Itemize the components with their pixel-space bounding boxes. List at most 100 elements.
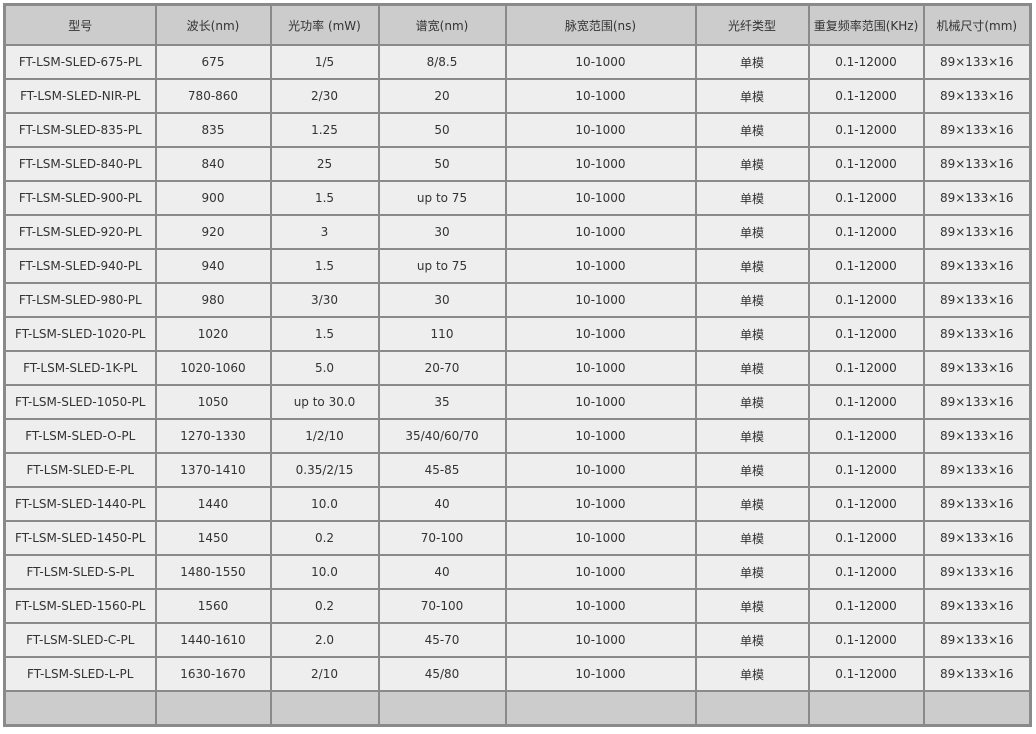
cell-model: FT-LSM-SLED-835-PL: [3, 112, 157, 148]
cell-rep-rate: 0.1-12000: [807, 78, 925, 114]
table-row: FT-LSM-SLED-1020-PL 1020 1.5 110 10-1000 单模 0.…: [3, 316, 1032, 352]
cell-rep-rate: 0.1-12000: [807, 316, 925, 352]
table-row: FT-LSM-SLED-940-PL 940 1.5 up to 75 10-1000 单…: [3, 248, 1032, 284]
cell-dimensions: 89×133×16: [922, 554, 1032, 590]
cell-rep-rate: 0.1-12000: [807, 554, 925, 590]
cell-spectral-width: 40: [377, 486, 507, 522]
cell-pulse-width: 10-1000: [504, 656, 697, 692]
header-model: 型号: [3, 3, 157, 46]
cell-fiber-type: 单模: [694, 384, 810, 420]
header-wavelength: 波长(nm): [154, 3, 272, 46]
cell-wavelength: 920: [154, 214, 272, 250]
cell-power: 25: [269, 146, 380, 182]
cell-wavelength: 940: [154, 248, 272, 284]
cell-wavelength: 1480-1550: [154, 554, 272, 590]
cell-pulse-width: 10-1000: [504, 112, 697, 148]
cell-wavelength: 835: [154, 112, 272, 148]
cell-fiber-type: 单模: [694, 452, 810, 488]
cell-power: 0.2: [269, 588, 380, 624]
cell-dimensions: 89×133×16: [922, 350, 1032, 386]
cell-empty: [3, 690, 157, 727]
cell-spectral-width: 110: [377, 316, 507, 352]
cell-pulse-width: 10-1000: [504, 452, 697, 488]
cell-dimensions: 89×133×16: [922, 520, 1032, 556]
cell-rep-rate: 0.1-12000: [807, 248, 925, 284]
cell-power: 5.0: [269, 350, 380, 386]
cell-wavelength: 1440: [154, 486, 272, 522]
cell-pulse-width: 10-1000: [504, 622, 697, 658]
header-fiber-type: 光纤类型: [694, 3, 810, 46]
cell-dimensions: 89×133×16: [922, 588, 1032, 624]
cell-spectral-width: 8/8.5: [377, 44, 507, 80]
table-row: FT-LSM-SLED-NIR-PL 780-860 2/30 20 10-1000 单模…: [3, 78, 1032, 114]
cell-spectral-width: 30: [377, 214, 507, 250]
cell-dimensions: 89×133×16: [922, 112, 1032, 148]
cell-power: 2.0: [269, 622, 380, 658]
cell-power: 1/5: [269, 44, 380, 80]
cell-rep-rate: 0.1-12000: [807, 384, 925, 420]
cell-spectral-width: 70-100: [377, 588, 507, 624]
cell-empty: [154, 690, 272, 727]
cell-rep-rate: 0.1-12000: [807, 44, 925, 80]
cell-dimensions: 89×133×16: [922, 44, 1032, 80]
cell-wavelength: 675: [154, 44, 272, 80]
cell-dimensions: 89×133×16: [922, 316, 1032, 352]
cell-model: FT-LSM-SLED-E-PL: [3, 452, 157, 488]
cell-rep-rate: 0.1-12000: [807, 622, 925, 658]
cell-fiber-type: 单模: [694, 146, 810, 182]
cell-model: FT-LSM-SLED-L-PL: [3, 656, 157, 692]
table-row: FT-LSM-SLED-1450-PL 1450 0.2 70-100 10-1000 单…: [3, 520, 1032, 556]
cell-fiber-type: 单模: [694, 656, 810, 692]
cell-pulse-width: 10-1000: [504, 418, 697, 454]
cell-wavelength: 1560: [154, 588, 272, 624]
cell-pulse-width: 10-1000: [504, 520, 697, 556]
cell-model: FT-LSM-SLED-1K-PL: [3, 350, 157, 386]
cell-fiber-type: 单模: [694, 44, 810, 80]
cell-dimensions: 89×133×16: [922, 180, 1032, 216]
cell-wavelength: 780-860: [154, 78, 272, 114]
cell-pulse-width: 10-1000: [504, 180, 697, 216]
cell-dimensions: 89×133×16: [922, 452, 1032, 488]
cell-dimensions: 89×133×16: [922, 384, 1032, 420]
table-row: FT-LSM-SLED-675-PL 675 1/5 8/8.5 10-1000 单模 0.…: [3, 44, 1032, 80]
cell-dimensions: 89×133×16: [922, 214, 1032, 250]
cell-pulse-width: 10-1000: [504, 486, 697, 522]
cell-power: 3: [269, 214, 380, 250]
cell-fiber-type: 单模: [694, 78, 810, 114]
table-row: FT-LSM-SLED-900-PL 900 1.5 up to 75 10-1000 单…: [3, 180, 1032, 216]
cell-model: FT-LSM-SLED-1450-PL: [3, 520, 157, 556]
cell-dimensions: 89×133×16: [922, 146, 1032, 182]
cell-power: 10.0: [269, 554, 380, 590]
cell-fiber-type: 单模: [694, 588, 810, 624]
cell-empty: [269, 690, 380, 727]
cell-wavelength: 1630-1670: [154, 656, 272, 692]
cell-fiber-type: 单模: [694, 554, 810, 590]
cell-pulse-width: 10-1000: [504, 350, 697, 386]
cell-fiber-type: 单模: [694, 214, 810, 250]
cell-power: up to 30.0: [269, 384, 380, 420]
cell-spectral-width: 20-70: [377, 350, 507, 386]
cell-model: FT-LSM-SLED-1050-PL: [3, 384, 157, 420]
header-dimensions: 机械尺寸(mm): [922, 3, 1032, 46]
cell-rep-rate: 0.1-12000: [807, 486, 925, 522]
cell-model: FT-LSM-SLED-675-PL: [3, 44, 157, 80]
table-row: FT-LSM-SLED-1440-PL 1440 10.0 40 10-1000 单模 0.…: [3, 486, 1032, 522]
cell-rep-rate: 0.1-12000: [807, 214, 925, 250]
cell-dimensions: 89×133×16: [922, 248, 1032, 284]
cell-power: 1.25: [269, 112, 380, 148]
cell-pulse-width: 10-1000: [504, 384, 697, 420]
cell-spectral-width: up to 75: [377, 180, 507, 216]
cell-empty: [694, 690, 810, 727]
cell-spectral-width: 30: [377, 282, 507, 318]
cell-pulse-width: 10-1000: [504, 248, 697, 284]
cell-dimensions: 89×133×16: [922, 78, 1032, 114]
cell-model: FT-LSM-SLED-980-PL: [3, 282, 157, 318]
cell-pulse-width: 10-1000: [504, 554, 697, 590]
cell-model: FT-LSM-SLED-840-PL: [3, 146, 157, 182]
cell-dimensions: 89×133×16: [922, 418, 1032, 454]
cell-wavelength: 1020: [154, 316, 272, 352]
cell-spectral-width: 20: [377, 78, 507, 114]
cell-power: 0.2: [269, 520, 380, 556]
cell-fiber-type: 单模: [694, 350, 810, 386]
cell-power: 1.5: [269, 248, 380, 284]
